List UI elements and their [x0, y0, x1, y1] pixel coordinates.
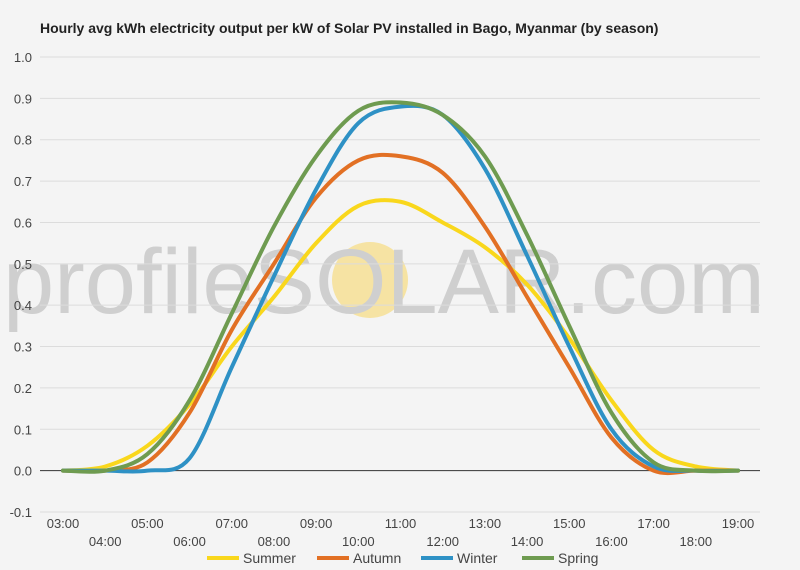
y-tick-label: 0.8: [14, 133, 32, 148]
x-tick-label: 12:00: [426, 534, 459, 549]
x-tick-label: 08:00: [258, 534, 291, 549]
x-tick-label: 10:00: [342, 534, 375, 549]
x-tick-label: 16:00: [595, 534, 628, 549]
y-tick-label: 0.3: [14, 340, 32, 355]
series-lines: [61, 100, 740, 476]
y-tick-label: 0.2: [14, 381, 32, 396]
x-tick-label: 15:00: [553, 516, 586, 531]
x-tick-label: 13:00: [469, 516, 502, 531]
y-axis-ticks: -0.1 0.0 0.1 0.2 0.3 0.4 0.5 0.6 0.7 0.8 0.9 1.0: [10, 50, 32, 520]
legend-label-summer: Summer: [243, 550, 296, 566]
watermark-suffix: .com: [565, 231, 764, 333]
x-tick-label: 03:00: [47, 516, 80, 531]
x-tick-label: 09:00: [300, 516, 333, 531]
series-line-spring: [61, 100, 740, 474]
y-tick-label: 0.9: [14, 91, 32, 106]
x-tick-label: 07:00: [215, 516, 248, 531]
y-tick-label: 1.0: [14, 50, 32, 65]
y-tick-label: -0.1: [10, 505, 32, 520]
x-tick-label: 05:00: [131, 516, 164, 531]
watermark: profileSOLAR.com: [3, 231, 765, 333]
chart-title: Hourly avg kWh electricity output per kW…: [40, 20, 658, 36]
y-tick-label: 0.4: [14, 298, 32, 313]
watermark-highlight: SOLAR: [254, 231, 566, 333]
legend-label-spring: Spring: [558, 550, 598, 566]
legend-label-winter: Winter: [457, 550, 498, 566]
x-tick-label: 18:00: [680, 534, 713, 549]
series-line-winter: [61, 103, 740, 474]
grid: [40, 56, 760, 513]
watermark-sun-icon: [332, 242, 408, 318]
y-tick-label: 0.1: [14, 422, 32, 437]
legend: Summer Autumn Winter Spring: [207, 550, 598, 566]
x-tick-label: 06:00: [173, 534, 206, 549]
x-tick-label: 11:00: [385, 516, 417, 531]
y-tick-label: 0.0: [14, 464, 32, 479]
x-tick-label: 14:00: [511, 534, 544, 549]
x-axis-ticks: 03:00 04:00 05:00 06:00 07:00 08:00 09:00 10:00…: [47, 516, 755, 549]
y-tick-label: 0.6: [14, 215, 32, 230]
x-tick-label: 19:00: [722, 516, 755, 531]
y-tick-label: 0.7: [14, 174, 32, 189]
y-tick-label: 0.5: [14, 257, 32, 272]
x-tick-label: 17:00: [637, 516, 670, 531]
series-line-autumn: [61, 152, 740, 476]
legend-label-autumn: Autumn: [353, 550, 401, 566]
watermark-prefix: profile: [3, 231, 254, 333]
x-tick-label: 04:00: [89, 534, 122, 549]
watermark-logo: profileSOLAR.com: [3, 231, 765, 333]
